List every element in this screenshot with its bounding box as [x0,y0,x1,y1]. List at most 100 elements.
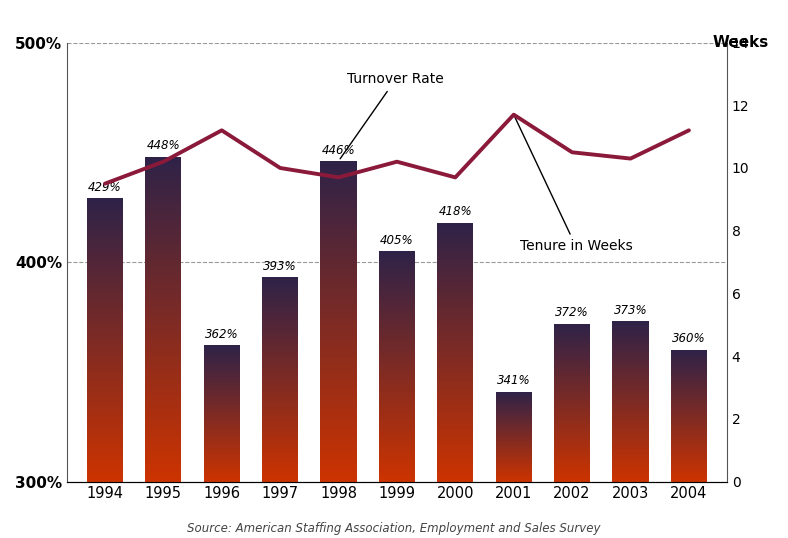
Bar [321,224,357,225]
Bar [379,420,415,421]
Bar [554,442,590,443]
Bar [145,389,181,391]
Bar [437,458,474,459]
Bar [612,322,649,323]
Bar [554,346,590,347]
Bar [612,422,649,423]
Bar [554,470,590,471]
Bar [554,362,590,363]
Bar [437,407,474,408]
Bar [87,244,123,245]
Bar [262,321,298,322]
Bar [321,272,357,273]
Bar [262,337,298,338]
Bar [554,391,590,392]
Bar [437,287,474,288]
Bar [671,360,707,361]
Bar [554,431,590,432]
Bar [379,417,415,418]
Bar [262,405,298,406]
Bar [671,379,707,380]
Bar [554,438,590,439]
Bar [437,479,474,480]
Bar [379,366,415,367]
Bar [321,363,357,365]
Bar [203,380,240,381]
Bar [87,250,123,251]
Bar [145,267,181,269]
Bar [437,261,474,263]
Bar [554,436,590,437]
Bar [671,377,707,378]
Bar [379,274,415,275]
Bar [87,373,123,374]
Bar [379,271,415,272]
Bar [145,413,181,415]
Bar [145,217,181,218]
Bar [671,400,707,401]
Bar [145,448,181,449]
Bar [612,459,649,460]
Bar [671,359,707,360]
Bar [203,390,240,391]
Bar [145,298,181,300]
Text: 341%: 341% [497,374,530,387]
Bar [262,424,298,426]
Bar [612,401,649,402]
Bar [203,363,240,364]
Bar [554,457,590,458]
Bar [321,374,357,376]
Bar [379,418,415,420]
Bar [437,352,474,353]
Bar [437,278,474,280]
Bar [379,376,415,377]
Bar [671,366,707,367]
Bar [554,402,590,404]
Bar [203,476,240,477]
Bar [203,435,240,436]
Bar [262,336,298,337]
Bar [145,241,181,243]
Bar [262,291,298,292]
Bar [145,392,181,394]
Bar [671,372,707,373]
Bar [262,298,298,299]
Bar [321,316,357,318]
Bar [671,438,707,439]
Bar [145,347,181,349]
Bar [437,286,474,287]
Bar [87,225,123,226]
Bar [87,343,123,344]
Bar [379,393,415,394]
Bar [321,430,357,432]
Bar [554,468,590,469]
Bar [262,381,298,383]
Bar [321,296,357,298]
Bar [203,465,240,466]
Bar [554,419,590,420]
Bar [321,384,357,385]
Bar [379,369,415,370]
Bar [671,420,707,421]
Bar [612,368,649,369]
Bar [87,277,123,278]
Bar [321,465,357,467]
Bar [145,239,181,241]
Bar [671,405,707,406]
Bar [379,293,415,294]
Bar [437,465,474,466]
Bar [437,274,474,275]
Bar [262,316,298,317]
Bar [612,441,649,442]
Bar [262,461,298,462]
Bar [87,365,123,367]
Bar [437,293,474,294]
Bar [87,344,123,346]
Bar [203,386,240,387]
Bar [203,419,240,420]
Bar [87,441,123,442]
Bar [321,406,357,408]
Bar [554,364,590,365]
Bar [262,408,298,409]
Bar [321,440,357,442]
